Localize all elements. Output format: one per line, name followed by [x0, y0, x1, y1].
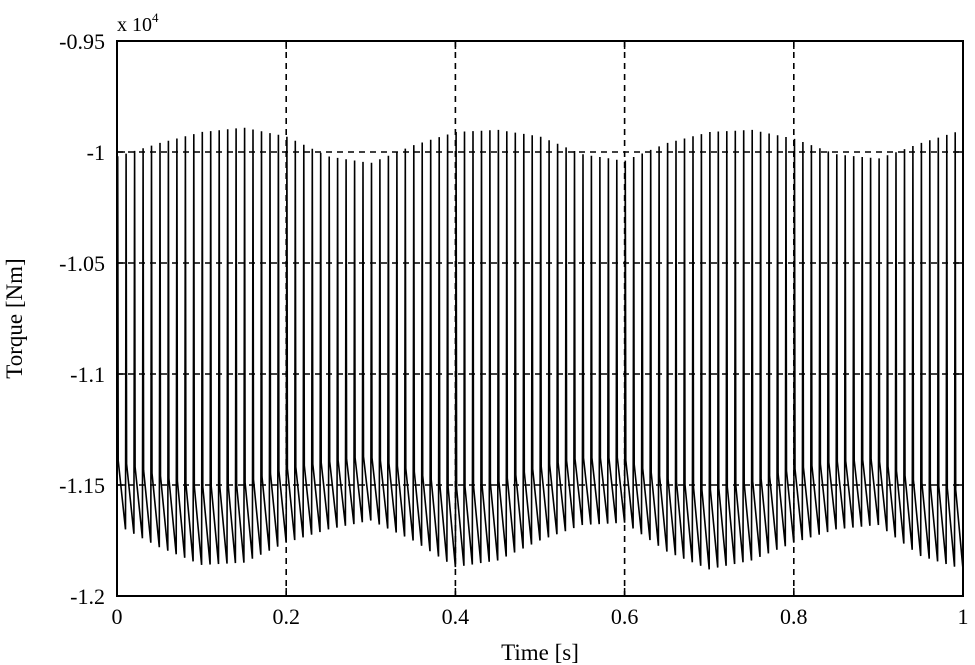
x-axis-ticks: 0 0.2 0.4 0.6 0.8 1 — [112, 41, 969, 629]
x-tick-label: 0.2 — [272, 604, 300, 629]
y-tick-label: -1.05 — [59, 251, 105, 276]
x-tick-label: 0 — [112, 604, 123, 629]
y-axis-multiplier-exponent: 4 — [152, 10, 159, 25]
y-axis-multiplier-base: x 10 — [117, 14, 152, 36]
y-tick-label: -0.95 — [59, 29, 105, 54]
torque-series-line — [116, 127, 964, 570]
x-tick-label: 1 — [958, 604, 969, 629]
y-tick-label: -1 — [87, 140, 105, 165]
y-tick-label: -1.15 — [59, 473, 105, 498]
y-tick-label: -1.1 — [70, 362, 105, 387]
y-tick-label: -1.2 — [70, 584, 105, 609]
y-axis-label: Torque [Nm] — [2, 258, 27, 378]
y-axis-ticks: -0.95 -1 -1.05 -1.1 -1.15 -1.2 — [59, 29, 963, 609]
x-tick-label: 0.8 — [780, 604, 808, 629]
plot-area — [116, 40, 964, 597]
x-tick-label: 0.4 — [442, 604, 470, 629]
x-tick-label: 0.6 — [611, 604, 639, 629]
x-axis-label: Time [s] — [501, 640, 579, 665]
y-axis-multiplier: x 104 — [117, 10, 159, 36]
